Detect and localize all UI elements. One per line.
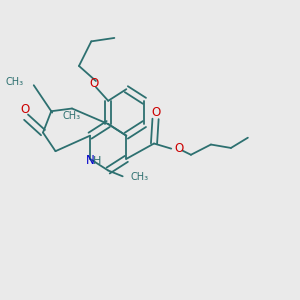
Text: H: H	[93, 156, 102, 166]
Text: O: O	[174, 142, 183, 155]
Text: CH₃: CH₃	[6, 77, 24, 87]
Text: O: O	[90, 76, 99, 89]
Text: CH₃: CH₃	[131, 172, 149, 182]
Text: O: O	[20, 103, 29, 116]
Text: N: N	[86, 154, 94, 167]
Text: O: O	[151, 106, 160, 118]
Text: CH₃: CH₃	[62, 111, 80, 121]
